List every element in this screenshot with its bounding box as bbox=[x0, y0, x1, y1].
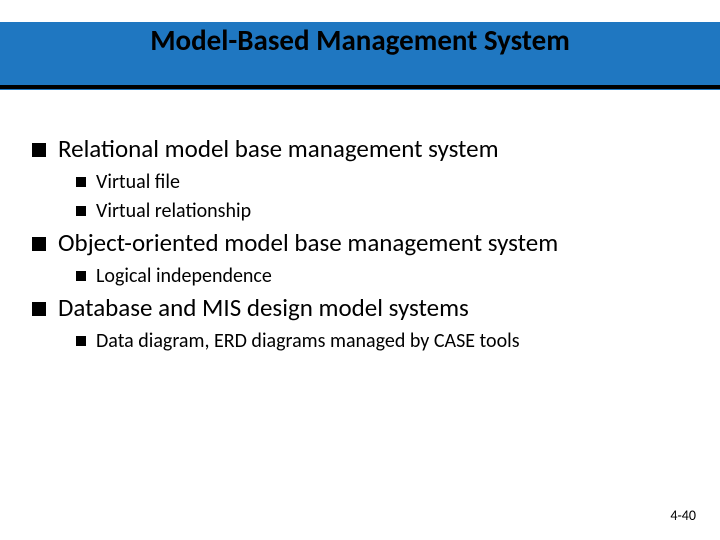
list-subitem-text: Virtual relationship bbox=[96, 199, 251, 224]
square-bullet-icon bbox=[32, 143, 46, 157]
list-subitem: Virtual relationship bbox=[76, 199, 688, 224]
slide: Model-Based Management System Relational… bbox=[0, 0, 720, 540]
list-item: Object-oriented model base management sy… bbox=[32, 228, 688, 258]
list-item-text: Database and MIS design model systems bbox=[58, 293, 469, 323]
list-subitem-text: Data diagram, ERD diagrams managed by CA… bbox=[96, 329, 520, 354]
slide-title: Model-Based Management System bbox=[0, 22, 720, 58]
list-subitem: Virtual file bbox=[76, 170, 688, 195]
list-subitem-text: Virtual file bbox=[96, 170, 180, 195]
list-subitem-text: Logical independence bbox=[96, 264, 272, 289]
square-bullet-icon bbox=[76, 177, 86, 187]
content-area: Relational model base management system … bbox=[32, 130, 688, 358]
list-subitem: Logical independence bbox=[76, 264, 688, 289]
list-item: Database and MIS design model systems bbox=[32, 293, 688, 323]
square-bullet-icon bbox=[76, 271, 86, 281]
title-underline bbox=[0, 85, 720, 89]
list-item-text: Relational model base management system bbox=[58, 134, 499, 164]
list-item-text: Object-oriented model base management sy… bbox=[58, 228, 558, 258]
square-bullet-icon bbox=[76, 206, 86, 216]
square-bullet-icon bbox=[32, 302, 46, 316]
list-item: Relational model base management system bbox=[32, 134, 688, 164]
square-bullet-icon bbox=[32, 237, 46, 251]
square-bullet-icon bbox=[76, 336, 86, 346]
page-number: 4-40 bbox=[670, 507, 696, 524]
list-subitem: Data diagram, ERD diagrams managed by CA… bbox=[76, 329, 688, 354]
